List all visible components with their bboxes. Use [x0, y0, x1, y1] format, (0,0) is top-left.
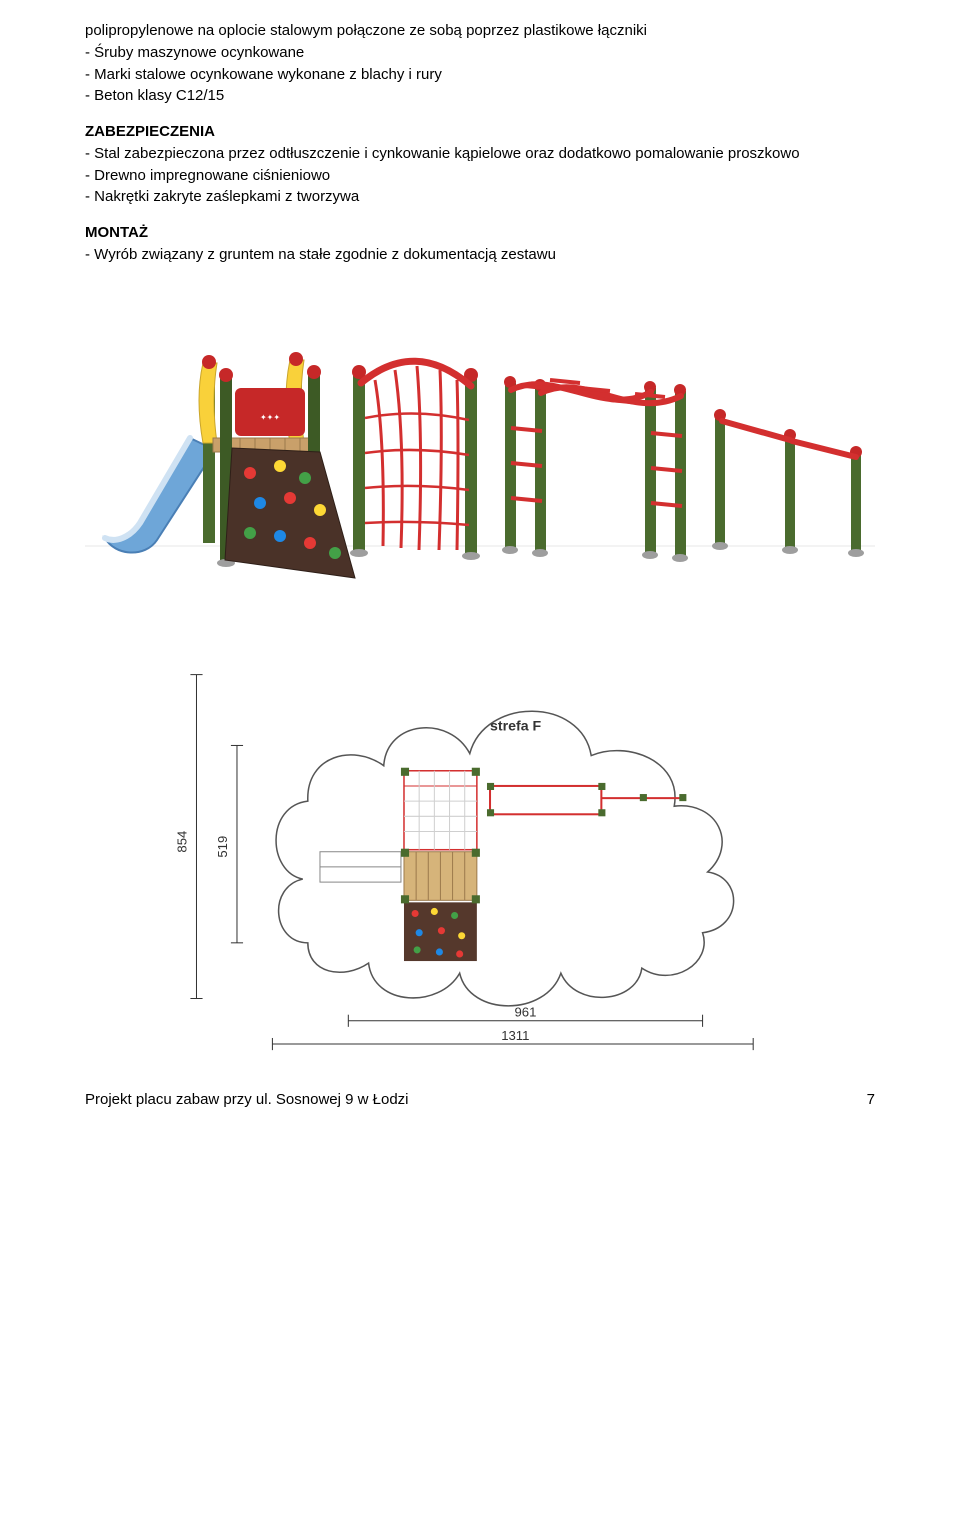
horizontal-bars-icon: [712, 409, 864, 557]
bullet-wood: - Drewno impregnowane ciśnieniowo: [85, 165, 875, 187]
bullet-screws: - Śruby maszynowe ocynkowane: [85, 42, 875, 64]
heading-zabezpieczenia: ZABEZPIECZENIA: [85, 121, 875, 143]
safety-zone-outline: [276, 712, 734, 1007]
bullet-marks: - Marki stalowe ocynkowane wykonane z bl…: [85, 64, 875, 86]
bullet-concrete: - Beton klasy C12/15: [85, 85, 875, 107]
bullet-mounting: - Wyrób związany z gruntem na stałe zgod…: [85, 244, 875, 266]
climbing-wall-icon: [225, 448, 355, 578]
net-climber-icon: [350, 361, 480, 560]
bullet-nuts: - Nakrętki zakryte zaślepkami z tworzywa: [85, 186, 875, 208]
dim-519: 519: [215, 836, 230, 858]
dim-961: 961: [515, 1005, 537, 1020]
svg-text:✦✦✦: ✦✦✦: [260, 413, 280, 422]
footer-title: Projekt placu zabaw przy ul. Sosnowej 9 …: [85, 1089, 409, 1111]
heading-montaz: MONTAŻ: [85, 222, 875, 244]
slide-icon: [105, 438, 215, 553]
page-number: 7: [867, 1089, 875, 1111]
playground-render-image: ✦✦✦: [85, 288, 875, 605]
dim-1311: 1311: [501, 1028, 529, 1043]
playground-plan-image: 854 519 strefa F: [85, 624, 875, 1059]
bullet-steel: - Stal zabezpieczona przez odtłuszczenie…: [85, 143, 875, 165]
dim-854: 854: [174, 831, 189, 853]
zone-label: strefa F: [490, 719, 541, 735]
monkey-bars-icon: [502, 376, 688, 562]
paragraph-continuation: polipropylenowe na oplocie stalowym połą…: [85, 20, 875, 42]
